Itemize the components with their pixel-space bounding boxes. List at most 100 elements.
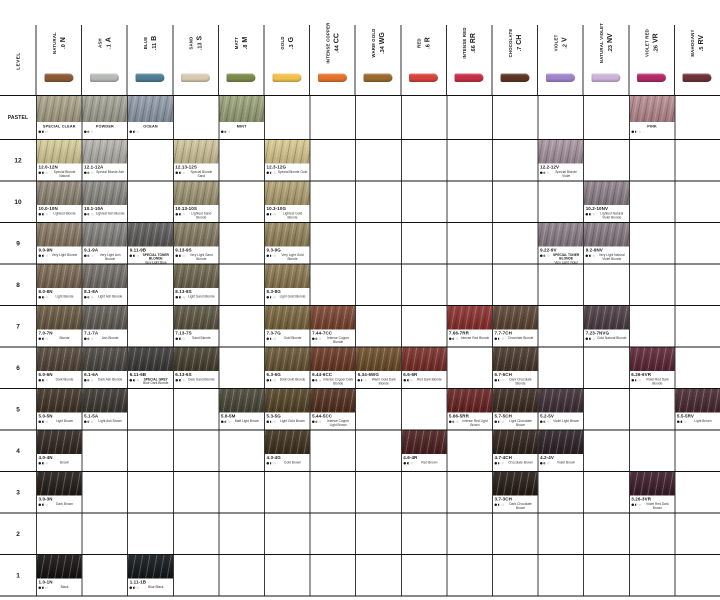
empty-cell	[309, 513, 356, 554]
shade-code: 5.66-5RR	[448, 413, 469, 419]
shade-meta: Very Light Gold Blonde	[266, 254, 308, 261]
shade-description: Red Dark Blonde	[414, 378, 445, 382]
shade-meta: Special Blonde Violet	[540, 171, 582, 178]
column-code: .26 VR	[650, 33, 659, 53]
column-divider	[263, 25, 265, 95]
column-code: .34 WG	[377, 32, 386, 54]
hair-swatch	[264, 430, 310, 454]
empty-cell	[309, 264, 356, 305]
column-header-s: SAND .13 S	[172, 0, 219, 95]
shade-cell-3.26-3vr: 3.26-3VR Violet Red Dark Brown	[628, 472, 675, 513]
intensity-dots	[312, 420, 322, 424]
swatch-label: 6.34-6WG Warm Gold Dark Blonde	[356, 371, 401, 388]
intensity-dots	[38, 461, 48, 465]
shade-code: 1.0-1N	[38, 579, 53, 585]
empty-cell	[218, 430, 264, 471]
empty-cell	[218, 306, 264, 347]
shade-name: Light Blonde	[55, 295, 74, 299]
shade-cell-10.0-10n: 10.0-10N Lightest Blonde	[36, 181, 82, 222]
intensity-dots	[631, 378, 641, 382]
level-row-12: 12 12.0-12N Special Blonde Natural 12.1-12A…	[0, 139, 720, 181]
level-label-1: 1	[16, 571, 20, 580]
swatch-label: 10.1-10A Lightest Ash Blonde	[82, 205, 128, 222]
shade-code: 9.0-9N	[38, 247, 53, 253]
empty-cell	[309, 223, 356, 264]
column-title: VIOLET .2 V	[553, 35, 568, 52]
shade-cell-7.7-7ch: 7.7-7CH Chocolate Blonde	[491, 306, 538, 347]
intensity-dots	[676, 420, 687, 424]
hair-swatch	[37, 140, 82, 164]
shade-description: Warm Gold Dark Blonde	[368, 378, 399, 385]
shade-meta: Warm Gold Dark Blonde	[357, 378, 400, 385]
swatch-label: 3.0-3N Dark Brown	[37, 495, 82, 513]
empty-cell	[400, 513, 447, 554]
hair-swatch	[356, 347, 401, 371]
column-name: RED	[416, 38, 422, 48]
swatch-label: 5.3-5G Light Gold Brown	[264, 412, 310, 430]
hair-swatch	[219, 96, 264, 122]
column-code: .66 RR	[468, 33, 477, 53]
empty-cell	[446, 513, 492, 554]
intensity-dots	[631, 503, 641, 507]
intensity-dots	[84, 378, 94, 382]
shade-meta: Black	[38, 586, 81, 590]
swatch-label: 8.13-8S Light Sand Blonde	[173, 288, 219, 305]
shade-name: Light Ash Blonde	[97, 295, 123, 299]
hair-swatch	[37, 223, 82, 247]
column-header-g: GOLD .3 G	[263, 0, 310, 95]
shade-cell-12.0-12n: 12.0-12N Special Blonde Natural	[36, 140, 82, 181]
empty-cell	[81, 430, 128, 471]
shade-code: 6.7-6CH	[494, 372, 512, 377]
shade-description: Special Toner BlondeVery Light Blue Blon…	[140, 254, 171, 264]
column-swatch-pill-icon	[454, 73, 484, 82]
shade-meta: Intense Copper Blonde	[312, 337, 354, 344]
hair-swatch	[629, 472, 675, 496]
shade-cell-4.7-4ch: 4.7-4CH Chocolate Brown	[491, 430, 538, 471]
empty-cell	[127, 389, 173, 430]
shade-name: Very Light Gold Blonde	[281, 253, 304, 261]
shade-description: Special Blonde Sand	[186, 171, 217, 178]
shade-cell-10.2-10nv: 10.2-10NV Lightest Natural Violet Blonde	[583, 181, 629, 222]
shade-cell-5.66-5rr: 5.66-5RR Intense Red Light Brown	[446, 389, 492, 430]
shade-name: Intense Copper Light Brown	[327, 419, 350, 427]
column-divider	[35, 25, 37, 95]
shade-name: Light Chocolate Brown	[509, 419, 532, 427]
hair-swatch	[264, 306, 310, 330]
swatch-label: 7.13-7S Sand Blonde	[173, 329, 219, 347]
intensity-dots	[312, 378, 322, 382]
hair-swatch	[82, 140, 128, 164]
shade-meta: Special Blonde Ash	[84, 171, 126, 175]
empty-cell	[355, 472, 401, 513]
column-name: VIOLET	[553, 34, 559, 52]
empty-cell	[263, 513, 310, 554]
column-swatch-pill-icon	[135, 73, 165, 82]
shade-code: 4.2-4V	[540, 455, 554, 460]
empty-cell	[583, 555, 629, 596]
shade-description: Light Sand Blonde	[186, 295, 217, 299]
intensity-dots	[220, 130, 231, 133]
shade-description: Very Light Gold Blonde	[277, 254, 308, 261]
shade-meta: Lightest Gold Blonde	[266, 212, 308, 219]
chart-body: PASTEL SPECIAL CLEAR POWDER OCEAN MINT PINK 12…	[0, 95, 720, 597]
intensity-dots	[38, 337, 48, 341]
shade-description: Light Brown	[687, 420, 718, 424]
empty-cell	[355, 513, 401, 554]
intensity-dots	[585, 212, 596, 216]
column-name: CHOCOLATE	[507, 28, 513, 58]
shade-meta: Special Blonde Natural	[38, 171, 81, 178]
column-divider	[172, 25, 174, 95]
column-divider	[354, 25, 356, 95]
shade-meta: Dark Chocolate Blonde	[494, 378, 536, 385]
intensity-dots	[84, 171, 94, 175]
intensity-dots	[84, 130, 94, 133]
empty-cell	[127, 181, 173, 222]
column-header-n: NATURAL .0 N	[35, 0, 82, 95]
shade-name: Dark Chocolate Blonde	[509, 378, 532, 386]
shade-name: Dark Sand Blonde	[188, 378, 215, 382]
shade-description: Sand Blonde	[186, 337, 217, 341]
intensity-dots	[38, 420, 48, 424]
swatch-label: 6.44-6CC Intense Copper Dark Blonde	[310, 371, 356, 388]
swatch-label: 5.2-5V Violet Light Brown	[538, 412, 584, 430]
shade-cell-1.0-1n: 1.0-1N Black	[36, 555, 82, 596]
shade-cell-9.11-9b: 9.11-9B Special Toner Blonde Very Light Bl…	[127, 223, 173, 264]
